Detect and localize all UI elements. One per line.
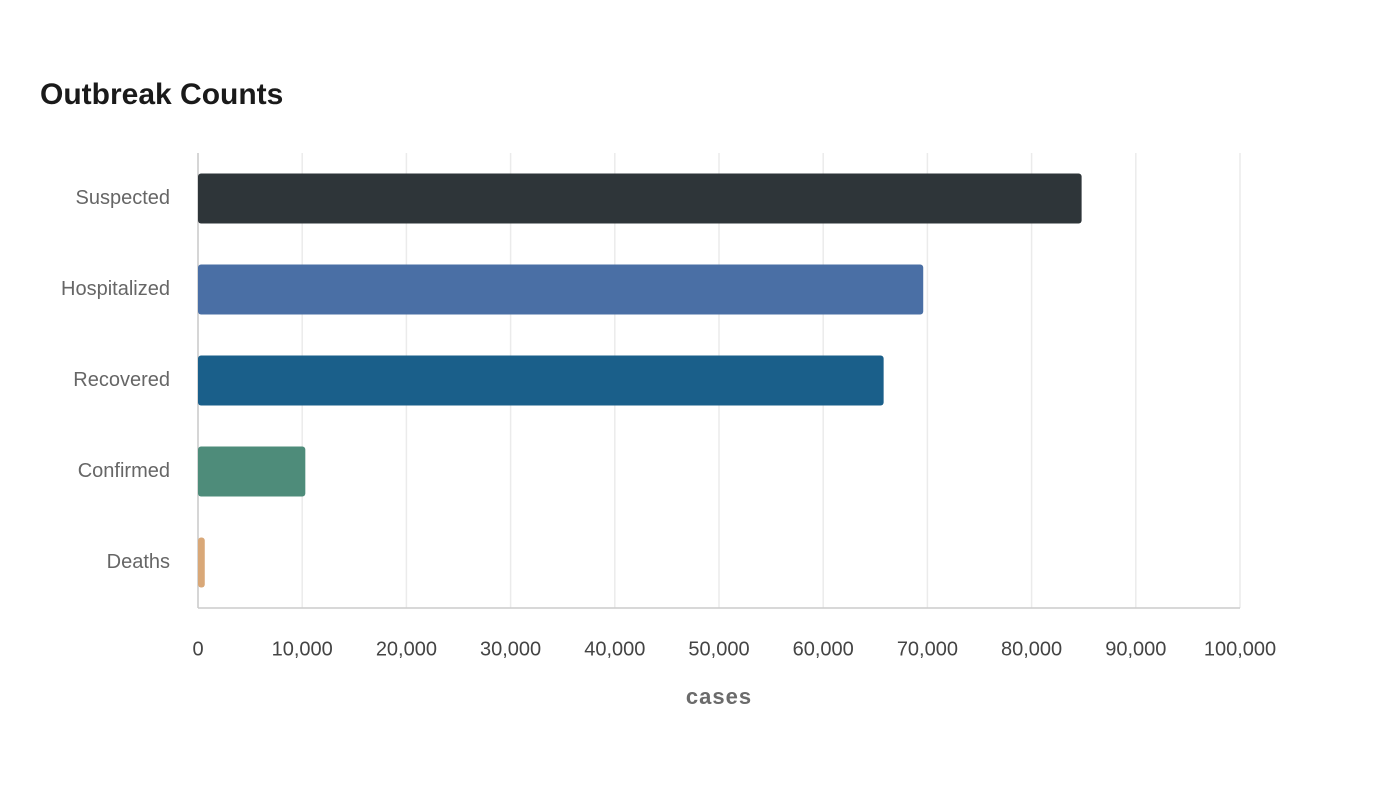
y-tick-label: Confirmed <box>78 460 170 482</box>
y-tick-label: Hospitalized <box>61 278 170 300</box>
x-tick-label: 0 <box>192 638 203 660</box>
chart-title: Outbreak Counts <box>40 78 283 111</box>
bar <box>198 264 924 315</box>
x-tick-label: 70,000 <box>897 638 958 660</box>
bar <box>198 173 1082 224</box>
y-tick-label: Deaths <box>107 551 170 573</box>
x-tick-label: 50,000 <box>688 638 749 660</box>
bar <box>198 537 205 588</box>
x-tick-label: 40,000 <box>584 638 645 660</box>
x-tick-label: 100,000 <box>1204 638 1276 660</box>
x-tick-label: 90,000 <box>1105 638 1166 660</box>
x-tick-label: 30,000 <box>480 638 541 660</box>
x-axis-title: cases <box>686 684 752 709</box>
x-tick-label: 20,000 <box>376 638 437 660</box>
x-tick-label: 10,000 <box>272 638 333 660</box>
bar <box>198 446 306 497</box>
y-tick-label: Recovered <box>73 369 170 391</box>
y-tick-label: Suspected <box>75 187 170 209</box>
x-tick-label: 60,000 <box>793 638 854 660</box>
x-tick-label: 80,000 <box>1001 638 1062 660</box>
bar <box>198 355 884 406</box>
